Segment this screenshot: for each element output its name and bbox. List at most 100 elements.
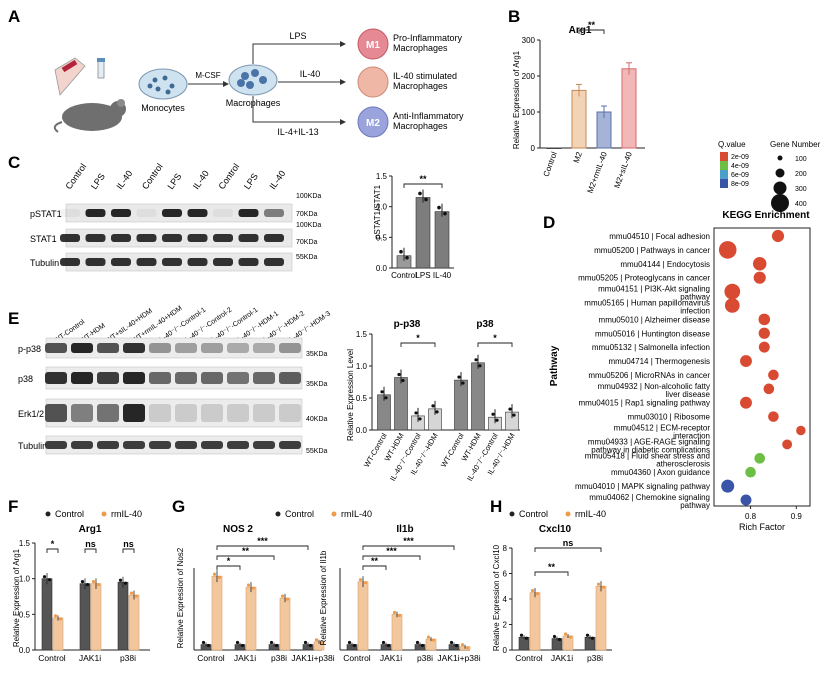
H-point: [568, 635, 573, 639]
H-y-tick-label: 8: [503, 544, 508, 553]
il40-line2: Macrophages: [393, 81, 448, 91]
D-pathway-label-line: mmu04512 | ECM-receptor: [614, 424, 711, 433]
B-bar: [621, 68, 637, 149]
C-row-label: Tubulin: [30, 258, 59, 268]
D-pathway-label: mmu05165 | Human papillomavirus infection: [584, 298, 710, 315]
G2-sig3-bracket: [362, 545, 455, 550]
D-pathway-label-line: interaction: [673, 432, 710, 441]
B-y-tick-label: 0: [531, 144, 536, 153]
F-sig1-bracket: [46, 548, 59, 553]
E-point: [491, 412, 495, 416]
E-point: [478, 364, 482, 368]
D-q-legend-swatch: [720, 179, 728, 188]
C-y-tick-label: 0.0: [376, 264, 388, 273]
G2-sig2-label: ***: [386, 546, 397, 556]
E-x-tick-label: WT-Control: [439, 431, 466, 469]
D-pathway-label: mmu04360 | Axon guidance: [611, 468, 711, 477]
E-chart: 0.00.51.01.5WT-ControlWT-HDMIL-40⁻/⁻-Con…: [356, 330, 520, 483]
C-mw-label: 70KDa: [296, 211, 318, 218]
G1-chart: Control JAK1i p38i JAK1i+p38i******: [193, 536, 335, 663]
C-bar: [415, 197, 431, 269]
E-band: [201, 343, 223, 353]
D-size-legend-dot: [771, 194, 789, 212]
E-band: [97, 441, 119, 449]
G2-point: [431, 638, 436, 642]
E-row-label: p38: [18, 374, 33, 384]
C-band: [85, 258, 106, 266]
E-band: [279, 343, 301, 353]
D-point: [718, 241, 737, 259]
D-size-legend-label: 200: [795, 171, 807, 178]
D-x-tick-label: 0.9: [791, 512, 803, 521]
D-pathway-label: mmu04015 | Rap1 signaling pathway: [579, 399, 711, 408]
C-band: [213, 209, 233, 217]
C-row-label: pSTAT1: [30, 209, 62, 219]
F-legend: Control rmIL-40: [45, 509, 142, 519]
D-x-tick-label: 0.8: [745, 512, 757, 521]
E-western-blot: WT-ControlWT-HDMWT+sIL-40+HDMWT+rmIL-40+…: [18, 305, 332, 455]
H-title: Cxcl10: [539, 524, 572, 535]
panel-A-letter: A: [8, 7, 20, 26]
E-band: [71, 343, 93, 353]
D-size-legend-label: 400: [795, 201, 807, 208]
legend-treat-label: rmIL-40: [111, 509, 142, 519]
D-point: [768, 369, 779, 381]
G1-x-tick-label: JAK1i: [234, 653, 256, 663]
E-ylabel: Relative Expression Level: [346, 349, 355, 441]
D-point: [758, 313, 771, 326]
G1-sig1-bracket: [216, 565, 241, 570]
C-point: [443, 211, 447, 216]
monocytes-dish-icon: [138, 68, 188, 100]
G2-bar: [391, 614, 403, 651]
E-y-tick-label: 0.5: [356, 394, 368, 403]
D-title: KEGG Enrichment: [722, 210, 810, 221]
E-band: [201, 441, 223, 449]
E-point: [461, 381, 465, 385]
D-pathway-label-line: mmu05165 | Human papillomavirus: [584, 298, 710, 307]
C-band: [60, 234, 80, 242]
C-sig-label: **: [419, 174, 427, 184]
G1-x-tick-label: Control: [197, 653, 225, 663]
D-pathway-label-line: mmu04932 | Non-alcoholic fatty: [598, 382, 710, 391]
D-point: [740, 494, 752, 506]
D-size-legend-label: 100: [795, 156, 807, 163]
E-mw-label: 55KDa: [306, 448, 328, 455]
legend-treat-label: rmIL-40: [575, 509, 606, 519]
E-row-label: Erk1/2: [18, 409, 44, 419]
E-band: [149, 404, 171, 422]
C-ylabel: pSTAT1/STAT1: [373, 184, 382, 239]
G2-point: [415, 640, 420, 645]
E-point: [418, 417, 422, 421]
E-sig-bracket: [400, 342, 436, 347]
D-pathway-label-line: mmu04933 | AGE-RAGE signaling: [588, 437, 710, 446]
E-band: [71, 404, 93, 422]
F-point: [123, 581, 128, 585]
D-pathway-label: mmu04010 | MAPK signaling pathway: [575, 482, 710, 491]
F-sig1-label: *: [51, 539, 55, 549]
D-pathway-label: mmu05418 | Fluid shear stress and atheros…: [585, 451, 710, 468]
B-x-tick-label: M2+sIL-40: [612, 150, 634, 189]
B-x-tick-label: M2: [572, 150, 584, 164]
G1-sig3-bracket: [216, 545, 309, 550]
C-band: [111, 209, 131, 217]
E-point: [380, 390, 384, 394]
legend-control-dot: [275, 511, 281, 517]
C-lane-label: Control: [63, 162, 88, 192]
m1-macrophage-icon: [357, 28, 389, 60]
D-point: [724, 283, 741, 300]
G1-point: [303, 640, 308, 645]
C-bar: [434, 211, 450, 269]
F-point: [96, 583, 101, 587]
H-point: [585, 633, 590, 637]
G2-point: [352, 643, 357, 648]
H-sig1-label: **: [548, 562, 556, 572]
H-point: [524, 636, 529, 640]
H-point: [601, 585, 606, 589]
E-band: [123, 343, 145, 353]
F-y-tick-label: 1.5: [19, 539, 31, 548]
G1-point: [269, 640, 274, 645]
D-pathway-label: mmu04510 | Focal adhesion: [609, 232, 710, 241]
F-sig3-label: ns: [123, 539, 134, 549]
G2-point: [381, 640, 386, 645]
D-pathway-label-line: pathway: [680, 501, 710, 510]
